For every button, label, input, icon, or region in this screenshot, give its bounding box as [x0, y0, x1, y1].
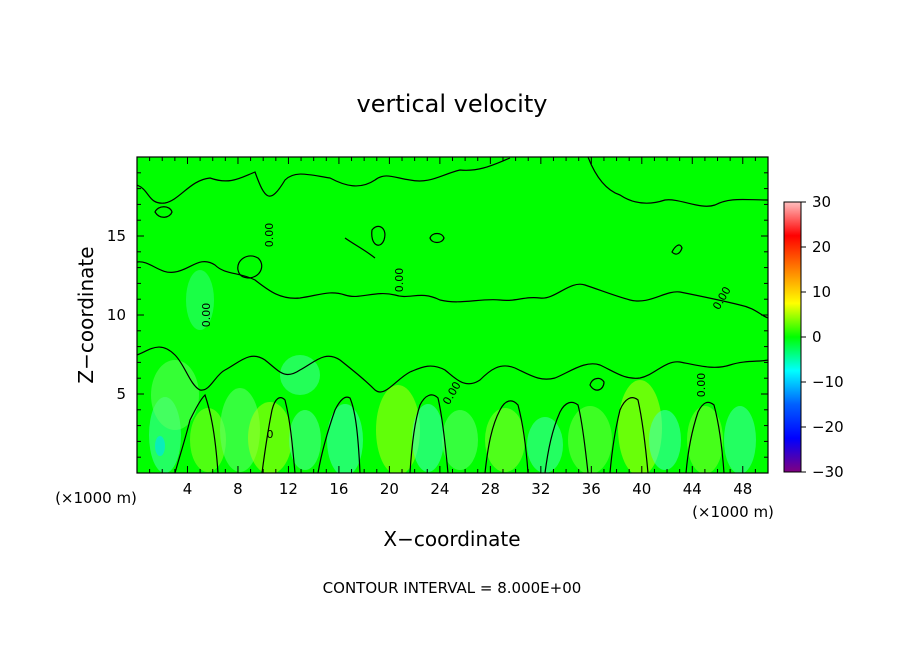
- x-tick-label: 20: [380, 480, 399, 498]
- contour-label: 0: [267, 428, 274, 441]
- colorbar-tick-label: 20: [812, 238, 831, 256]
- x-tick-label: 44: [683, 480, 702, 498]
- contour-line: [429, 232, 445, 244]
- colorbar-tick-label: 0: [812, 328, 822, 346]
- contour-line: [685, 401, 725, 473]
- contour-line: [237, 255, 263, 279]
- y-tick-label: 10: [107, 306, 126, 324]
- field-blob: [186, 270, 214, 330]
- field-blob: [485, 408, 525, 472]
- velocity-field: [149, 270, 756, 473]
- x-tick-label: 24: [430, 480, 449, 498]
- y-axis-label: Z−coordinate: [74, 246, 98, 383]
- zero-contours: [137, 157, 768, 473]
- x-tick-label: 8: [233, 480, 243, 498]
- plot-area: 0.000.000.000.000.000.000: [136, 156, 769, 474]
- x-tick-label: 32: [531, 480, 550, 498]
- contour-interval-note: CONTOUR INTERVAL = 8.000E+00: [323, 579, 582, 597]
- field-blob: [442, 410, 478, 470]
- field-blob: [724, 406, 756, 473]
- y-tick-label: 5: [116, 385, 126, 403]
- contour-line: [544, 401, 589, 473]
- field-blob: [527, 417, 563, 473]
- field-blob: [687, 406, 723, 473]
- contour-label: 0.00: [200, 303, 213, 328]
- contour-line: [137, 346, 768, 393]
- x-tick-label: 36: [582, 480, 601, 498]
- colorbar-tick-label: −20: [812, 418, 844, 436]
- x-tick-label: 40: [632, 480, 651, 498]
- contour-line: [609, 397, 649, 473]
- field-blob: [568, 406, 612, 473]
- y-axis: 5 10 15: [107, 172, 768, 458]
- field-blob: [376, 385, 420, 473]
- field-blob: [649, 410, 681, 470]
- colorbar-tick-label: −30: [812, 463, 844, 481]
- contour-line: [261, 397, 296, 473]
- contour-line: [174, 393, 219, 473]
- x-axis-label: X−coordinate: [383, 527, 520, 551]
- contour-label: 0.00: [393, 268, 406, 293]
- contour-line: [344, 237, 376, 259]
- x-unit-left: (×1000 m): [55, 489, 137, 507]
- x-tick-label: 16: [329, 480, 348, 498]
- contour-line: [589, 377, 605, 391]
- contour-line: [137, 260, 768, 319]
- colorbar-tick-label: −10: [812, 373, 844, 391]
- x-axis: 4 8 12 16 20 24 28 32 36 40 44 48: [149, 157, 756, 498]
- contour-line: [409, 394, 449, 473]
- x-tick-label: 48: [733, 480, 752, 498]
- field-blob: [248, 402, 292, 473]
- x-tick-label: 12: [279, 480, 298, 498]
- colorbar-ramp: [783, 201, 802, 473]
- contour-line: [587, 157, 768, 207]
- contour-line: [154, 206, 173, 218]
- field-blob: [289, 410, 321, 470]
- contour-line: [317, 396, 361, 473]
- contour-label: 0.00: [263, 223, 276, 248]
- contour-line: [484, 400, 529, 473]
- colorbar: 30 20 10 0 −10 −20 −30: [783, 193, 844, 481]
- x-tick-label: 4: [183, 480, 193, 498]
- contour-line: [137, 157, 511, 204]
- contour-line: [371, 225, 386, 246]
- field-blob: [280, 355, 320, 395]
- y-tick-label: 15: [107, 227, 126, 245]
- field-blob: [327, 404, 363, 473]
- field-blob-min: [155, 436, 165, 456]
- colorbar-tick-label: 10: [812, 283, 831, 301]
- contour-line: [671, 244, 683, 255]
- field-blob: [412, 404, 444, 472]
- field-blob: [151, 360, 199, 430]
- chart-title: vertical velocity: [357, 90, 548, 118]
- x-tick-label: 28: [481, 480, 500, 498]
- contour-label: 0.00: [695, 373, 708, 398]
- colorbar-ticks: 30 20 10 0 −10 −20 −30: [801, 193, 844, 481]
- colorbar-tick-label: 30: [812, 193, 831, 211]
- x-unit-right: (×1000 m): [692, 503, 774, 521]
